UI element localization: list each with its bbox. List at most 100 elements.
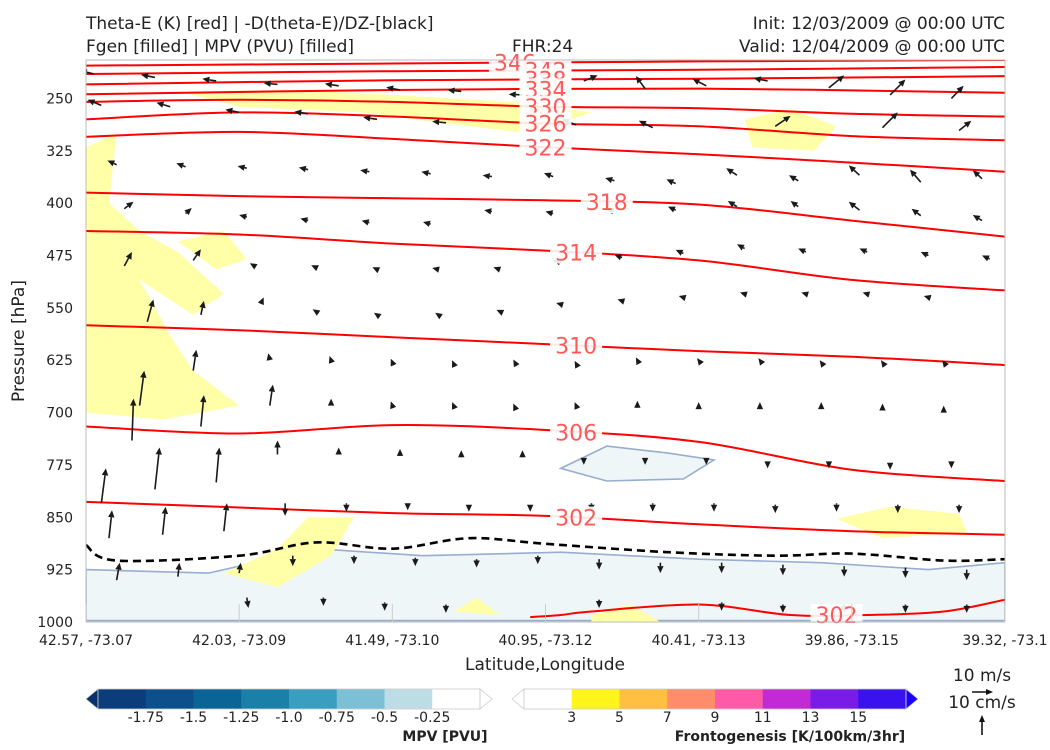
- fgen-colorbar-swatch: [762, 689, 811, 709]
- wind-vector-head: [779, 568, 787, 576]
- theta-e-line: [86, 230, 1005, 292]
- wind-vector-head: [920, 252, 929, 258]
- wind-vector: [958, 124, 967, 132]
- x-tick-label: 39.32, -73.1: [962, 633, 1047, 649]
- wind-vector-head: [374, 312, 382, 320]
- theta-e-line: [86, 191, 1005, 238]
- fgen-region: [177, 231, 247, 270]
- wind-vector-head: [634, 400, 641, 408]
- wind-vector-head: [343, 504, 350, 512]
- y-tick-label: 625: [46, 353, 73, 369]
- wind-vector-head: [710, 504, 718, 512]
- wind-vector-head: [194, 249, 201, 257]
- y-tick-label: 475: [46, 248, 73, 264]
- wind-vector-head: [556, 301, 564, 308]
- wind-vector-head: [675, 249, 684, 256]
- wind-vector-head: [381, 603, 388, 611]
- wind-vector: [162, 103, 171, 108]
- wind-vector-head: [678, 294, 687, 302]
- wind-vector-head: [641, 457, 649, 465]
- wind-vector: [978, 217, 983, 222]
- stability-contour: [86, 536, 1005, 563]
- wind-vector: [794, 178, 799, 182]
- wind-vector-head: [148, 299, 155, 308]
- wind-vector-head: [442, 605, 450, 613]
- title-line-1: Theta-E (K) [red] | -D(theta-E)/DZ-[blac…: [86, 14, 434, 34]
- wind-vector-head: [268, 384, 275, 392]
- wind-vector-head: [859, 248, 868, 255]
- wind-vector-head: [432, 266, 440, 273]
- wind-vector: [182, 165, 186, 168]
- wind-vector-head: [534, 557, 541, 565]
- fgen-colorbar-tick: 13: [802, 710, 820, 726]
- wind-vector-head: [184, 208, 192, 216]
- wind-vector-head: [298, 165, 307, 173]
- fgen-region: [453, 597, 500, 615]
- fgen-colorbar-title: Frontogenesis [K/100km/3hr]: [675, 729, 905, 745]
- wind-vector-head: [200, 395, 207, 403]
- wind-vector-head: [141, 72, 149, 80]
- wind-vector-head: [390, 401, 397, 410]
- wind-vector-head: [161, 506, 169, 515]
- wind-vector: [881, 116, 894, 129]
- wind-vector-head: [544, 172, 552, 179]
- wind-vector-head: [155, 447, 162, 455]
- wind-vector-head: [758, 358, 766, 366]
- wind-vector-head: [902, 605, 909, 613]
- vector-key-vertical-label: 10 cm/s: [948, 693, 1016, 713]
- wind-vector: [147, 75, 156, 79]
- wind-vector-head: [452, 402, 458, 410]
- wind-vector-head: [140, 370, 147, 378]
- wind-vector-head: [237, 164, 246, 171]
- wind-vector: [146, 306, 153, 323]
- wind-vector-head: [192, 349, 199, 358]
- wind-vector: [238, 569, 241, 574]
- wind-vector: [232, 110, 240, 114]
- wind-vector-head: [199, 300, 206, 309]
- wind-vector-head: [580, 457, 587, 465]
- wind-vector-head: [605, 177, 613, 184]
- wind-vector-head: [753, 76, 762, 83]
- wind-vector-head: [493, 266, 502, 273]
- wind-vector: [853, 205, 860, 211]
- wind-vector-head: [890, 112, 898, 120]
- contour-label: 310: [555, 335, 597, 360]
- vector-key-horizontal-label: 10 m/s: [953, 666, 1011, 686]
- fgen-colorbar-swatch: [667, 689, 716, 709]
- wind-vector-head: [175, 562, 182, 570]
- wind-vector-head: [324, 81, 333, 88]
- contour-label: 318: [586, 191, 628, 216]
- wind-vector-head: [447, 87, 455, 94]
- wind-vector-head: [589, 75, 598, 81]
- fgen-colorbar-tick: 3: [567, 710, 576, 726]
- wind-vector: [760, 78, 768, 82]
- wind-vector-head: [335, 447, 342, 455]
- wind-vector: [550, 174, 554, 178]
- wind-vector-head: [740, 291, 748, 298]
- wind-vector-head: [833, 504, 840, 512]
- wind-vector: [774, 119, 786, 127]
- wind-vector-head: [801, 291, 809, 298]
- wind-vector-head: [519, 450, 526, 458]
- wind-vector: [215, 454, 220, 483]
- wind-vector-head: [963, 573, 970, 581]
- wind-vector-head: [281, 508, 289, 516]
- mpv-colorbar-swatch: [432, 689, 481, 709]
- mpv-colorbar-tick: -1.0: [275, 710, 302, 726]
- wind-vector: [301, 111, 309, 115]
- wind-vector-head: [819, 360, 827, 368]
- wind-vector-head: [879, 403, 886, 411]
- wind-vector-head: [963, 605, 970, 613]
- stability-dashed-line: [86, 536, 1005, 563]
- wind-vector-head: [274, 440, 281, 448]
- contour-label-bg: [550, 334, 603, 357]
- fgen-colorbar-swatch: [858, 689, 907, 709]
- wind-vector-head: [266, 353, 273, 361]
- wind-vector: [644, 123, 654, 129]
- wind-vector-head: [423, 220, 431, 227]
- wind-vector: [370, 117, 378, 121]
- wind-vector: [428, 172, 431, 175]
- wind-vector: [209, 79, 217, 82]
- theta-e-line: [530, 598, 1005, 619]
- wind-vector: [113, 162, 117, 166]
